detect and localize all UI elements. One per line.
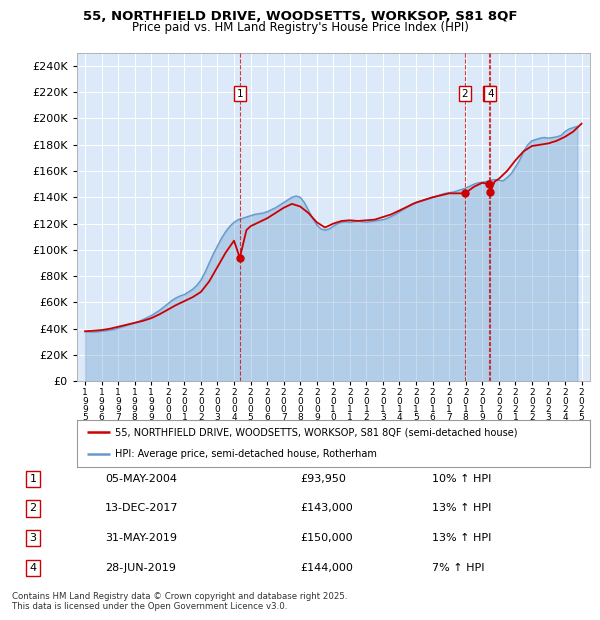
Text: 3: 3 [29, 533, 37, 543]
Text: 13% ↑ HPI: 13% ↑ HPI [432, 533, 491, 543]
Text: 31-MAY-2019: 31-MAY-2019 [105, 533, 177, 543]
Text: 10% ↑ HPI: 10% ↑ HPI [432, 474, 491, 484]
Text: £93,950: £93,950 [300, 474, 346, 484]
Text: 55, NORTHFIELD DRIVE, WOODSETTS, WORKSOP, S81 8QF: 55, NORTHFIELD DRIVE, WOODSETTS, WORKSOP… [83, 10, 517, 23]
Text: 4: 4 [29, 563, 37, 573]
Text: £150,000: £150,000 [300, 533, 353, 543]
Text: 1: 1 [29, 474, 37, 484]
Text: 2: 2 [462, 89, 469, 99]
Text: Price paid vs. HM Land Registry's House Price Index (HPI): Price paid vs. HM Land Registry's House … [131, 21, 469, 34]
Text: 13% ↑ HPI: 13% ↑ HPI [432, 503, 491, 513]
Text: 55, NORTHFIELD DRIVE, WOODSETTS, WORKSOP, S81 8QF (semi-detached house): 55, NORTHFIELD DRIVE, WOODSETTS, WORKSOP… [115, 427, 518, 438]
Text: 13-DEC-2017: 13-DEC-2017 [105, 503, 179, 513]
Text: 3: 3 [486, 89, 493, 99]
Text: 1: 1 [236, 89, 243, 99]
Text: Contains HM Land Registry data © Crown copyright and database right 2025.: Contains HM Land Registry data © Crown c… [12, 592, 347, 601]
Text: 4: 4 [487, 89, 494, 99]
Text: 7% ↑ HPI: 7% ↑ HPI [432, 563, 485, 573]
Text: 05-MAY-2004: 05-MAY-2004 [105, 474, 177, 484]
Text: 28-JUN-2019: 28-JUN-2019 [105, 563, 176, 573]
Text: HPI: Average price, semi-detached house, Rotherham: HPI: Average price, semi-detached house,… [115, 449, 377, 459]
Text: £143,000: £143,000 [300, 503, 353, 513]
Text: 2: 2 [29, 503, 37, 513]
Text: This data is licensed under the Open Government Licence v3.0.: This data is licensed under the Open Gov… [12, 602, 287, 611]
Text: £144,000: £144,000 [300, 563, 353, 573]
